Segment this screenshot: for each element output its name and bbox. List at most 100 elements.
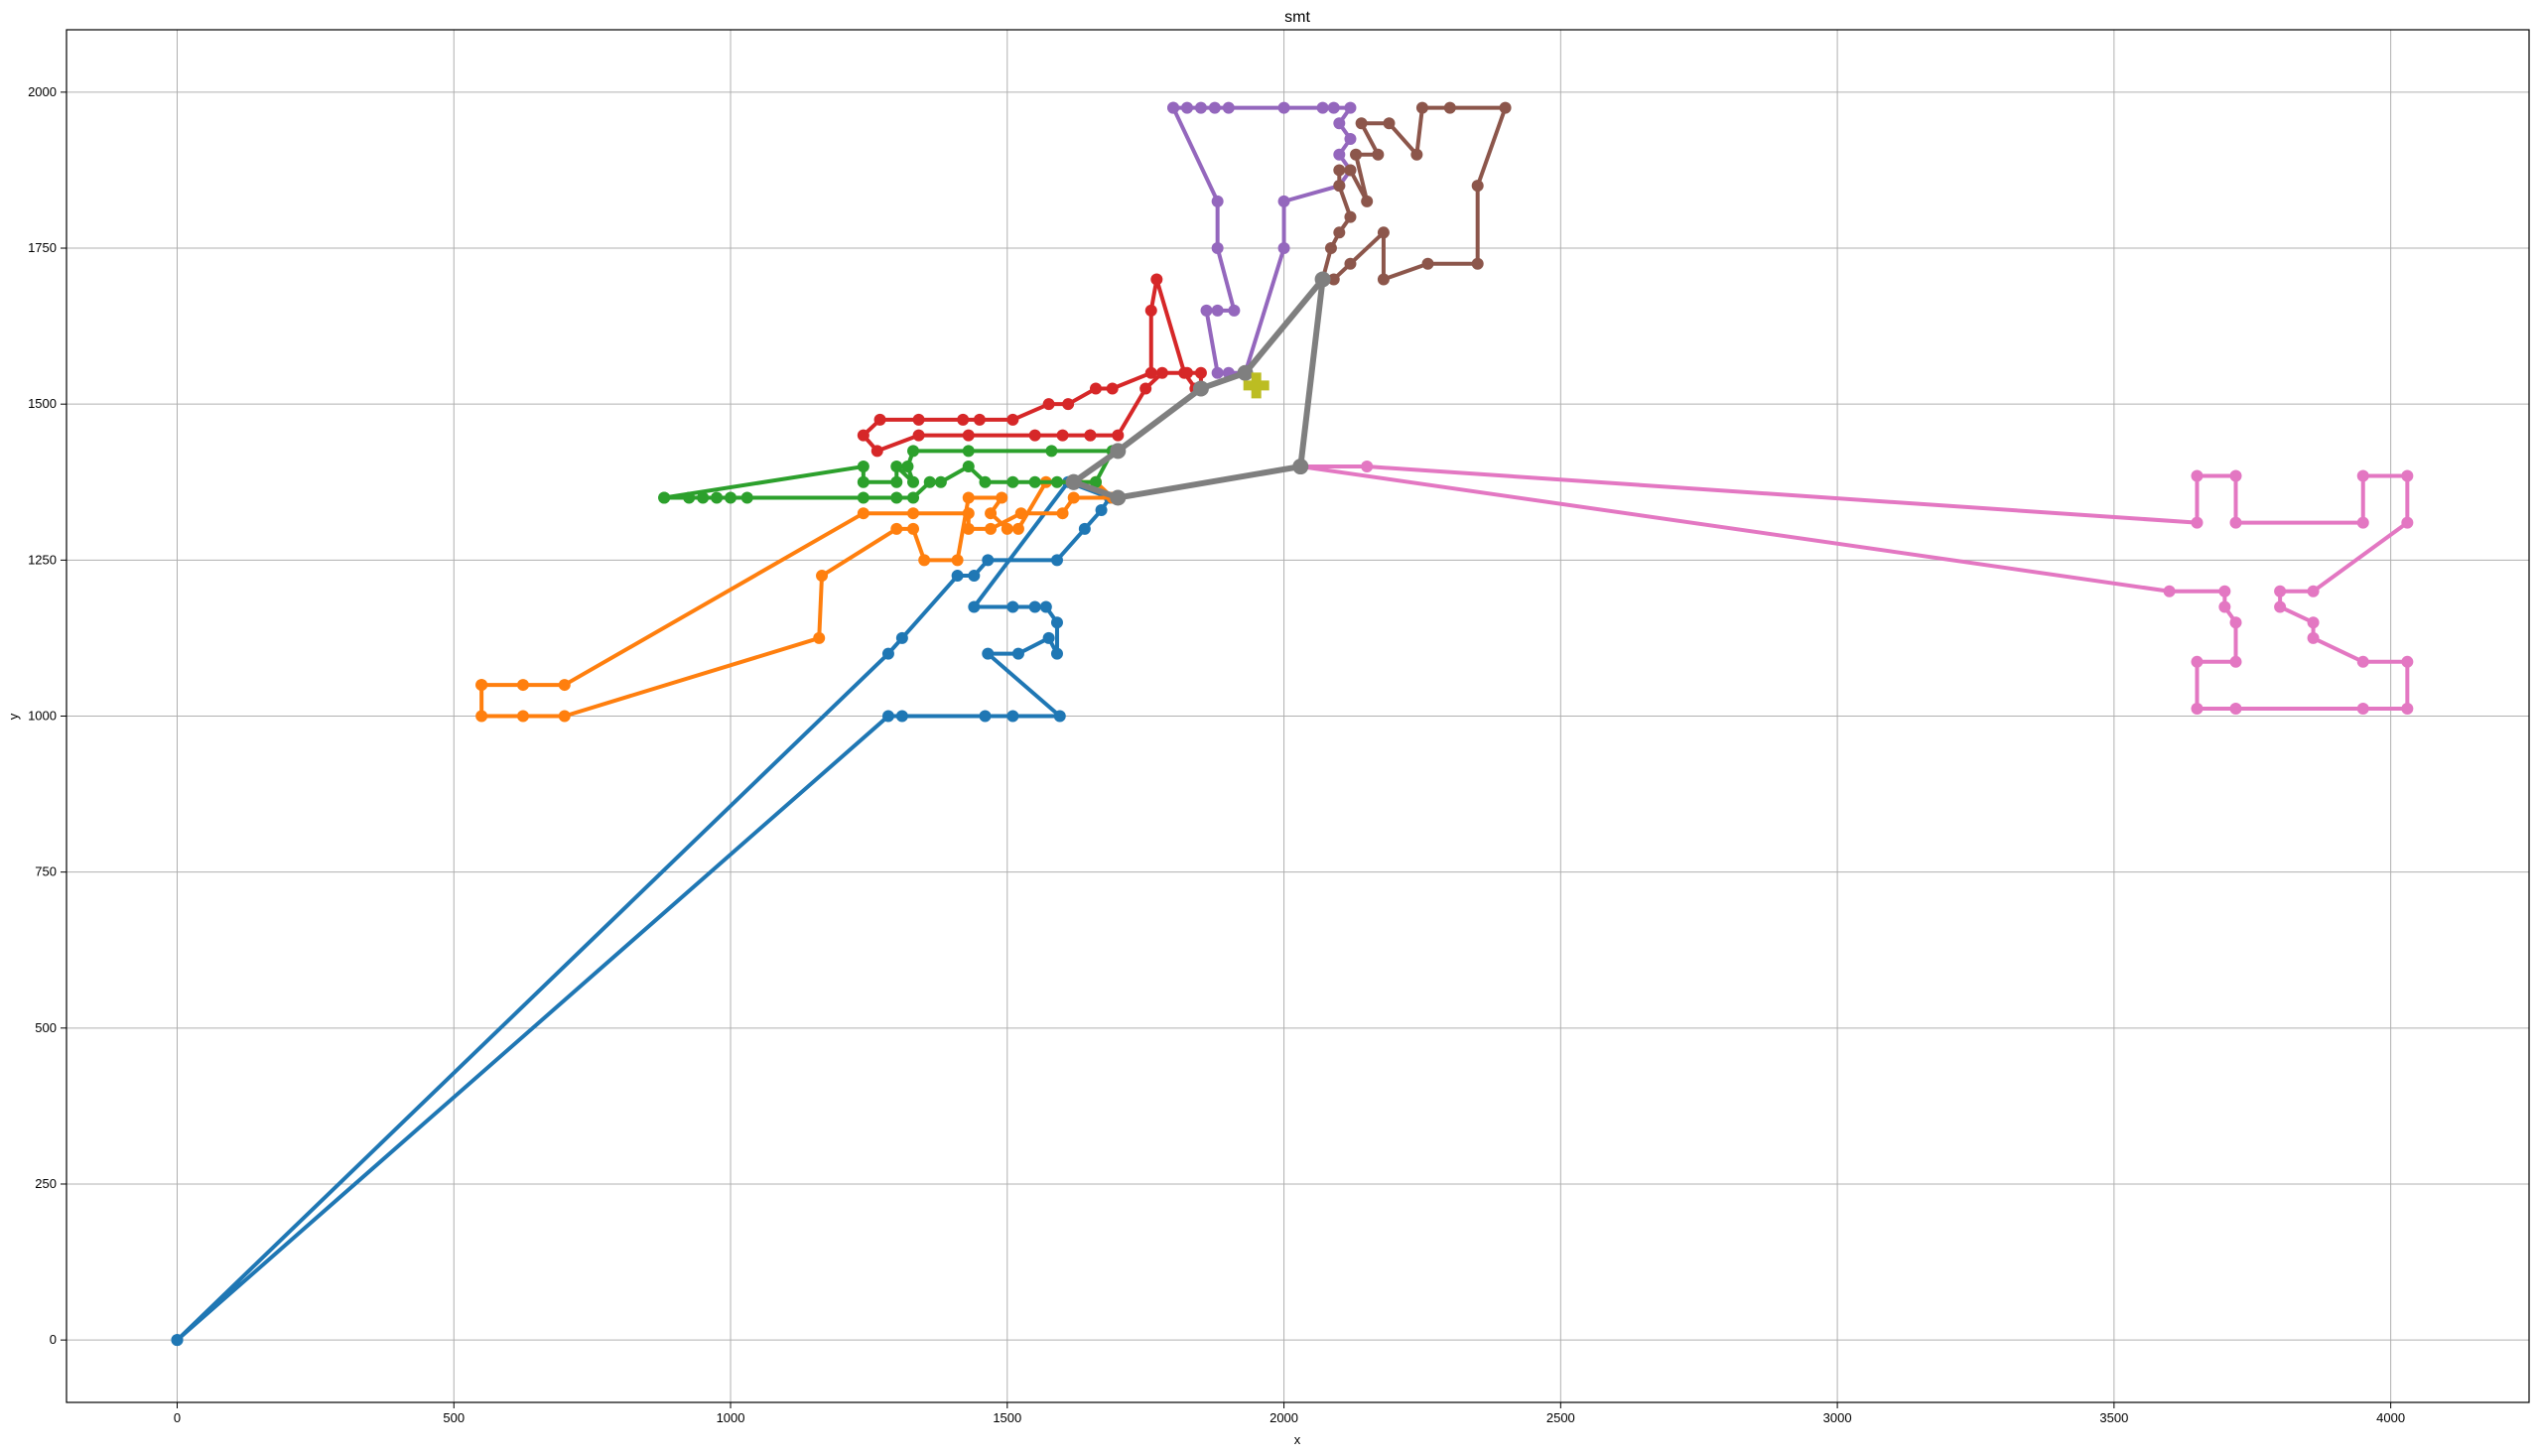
series-route-3 xyxy=(857,273,1207,458)
data-point xyxy=(1344,257,1357,270)
data-point xyxy=(1006,600,1019,613)
data-point xyxy=(1167,101,1180,114)
data-point xyxy=(895,631,908,644)
data-point xyxy=(1065,473,1082,490)
data-point xyxy=(1045,445,1058,458)
data-point xyxy=(2191,655,2204,668)
data-point xyxy=(1155,366,1168,379)
data-point xyxy=(2401,655,2414,668)
data-point xyxy=(1377,226,1390,239)
y-tick-label: 2000 xyxy=(28,84,57,99)
data-point xyxy=(1006,413,1019,426)
data-point xyxy=(1211,304,1224,317)
data-point xyxy=(1471,180,1484,193)
data-point xyxy=(1078,522,1091,535)
data-point xyxy=(1208,101,1221,114)
y-tick-label: 0 xyxy=(50,1332,57,1347)
data-point xyxy=(907,475,920,488)
data-point xyxy=(962,522,975,535)
series-line xyxy=(1071,276,1326,501)
data-point xyxy=(1011,647,1024,660)
data-point xyxy=(1180,366,1193,379)
series-line xyxy=(479,479,1115,719)
data-point xyxy=(1277,195,1290,207)
data-point xyxy=(2218,585,2231,597)
data-point xyxy=(2356,702,2369,715)
data-point xyxy=(1377,273,1390,286)
data-point xyxy=(1443,101,1456,114)
data-point xyxy=(1194,101,1207,114)
y-tick-label: 1000 xyxy=(28,709,57,724)
data-point xyxy=(711,491,724,504)
data-point xyxy=(2274,585,2287,597)
data-point xyxy=(1056,429,1069,442)
data-point xyxy=(907,522,920,535)
data-point xyxy=(1144,304,1157,317)
data-point xyxy=(740,491,753,504)
data-point xyxy=(996,491,1008,504)
data-point xyxy=(1415,101,1428,114)
data-point xyxy=(1316,101,1329,114)
data-point xyxy=(2307,631,2320,644)
data-point xyxy=(979,475,992,488)
data-point xyxy=(697,491,710,504)
data-point xyxy=(2401,516,2414,529)
data-point xyxy=(2356,655,2369,668)
data-point xyxy=(1194,366,1207,379)
series-layer xyxy=(171,101,2414,1347)
data-point xyxy=(1084,429,1097,442)
data-point xyxy=(1006,475,1019,488)
data-point xyxy=(857,507,869,520)
series-route-2 xyxy=(658,445,1119,504)
data-point xyxy=(1344,164,1357,177)
data-point xyxy=(1200,304,1213,317)
data-point xyxy=(1039,600,1052,613)
x-tick-label: 2500 xyxy=(1546,1410,1575,1425)
data-point xyxy=(1028,600,1041,613)
data-point xyxy=(2356,469,2369,482)
data-point xyxy=(683,491,696,504)
data-point xyxy=(1056,507,1069,520)
data-point xyxy=(1150,273,1163,286)
data-point xyxy=(2356,516,2369,529)
depot-marker xyxy=(1243,372,1270,399)
data-point xyxy=(1211,366,1224,379)
data-point xyxy=(1139,382,1152,395)
data-point xyxy=(1361,461,1374,473)
data-point xyxy=(558,710,571,723)
data-point xyxy=(1062,398,1075,411)
data-point xyxy=(1499,101,1512,114)
data-point xyxy=(516,679,529,692)
data-point xyxy=(558,679,571,692)
y-tick-label: 750 xyxy=(35,864,57,879)
data-point xyxy=(1410,148,1423,161)
data-point xyxy=(962,445,975,458)
data-point xyxy=(816,570,829,583)
data-point xyxy=(1333,117,1346,130)
data-point xyxy=(2191,469,2204,482)
data-point xyxy=(1372,148,1385,161)
series-line xyxy=(1300,464,2410,711)
data-point xyxy=(1192,380,1209,397)
data-point xyxy=(890,522,903,535)
data-point xyxy=(923,475,936,488)
x-tick-label: 3000 xyxy=(1823,1410,1852,1425)
data-point xyxy=(2307,585,2320,597)
data-point xyxy=(1211,242,1224,255)
data-point xyxy=(951,570,964,583)
data-point xyxy=(907,491,920,504)
data-point xyxy=(982,647,995,660)
data-point xyxy=(1050,616,1063,629)
data-point xyxy=(1067,491,1080,504)
y-axis-label: y xyxy=(6,713,21,720)
data-point xyxy=(1324,242,1337,255)
data-point xyxy=(1344,210,1357,223)
data-point xyxy=(857,461,869,473)
data-point xyxy=(725,491,737,504)
series-route-6 xyxy=(1294,461,2414,715)
data-point xyxy=(901,461,914,473)
x-tick-label: 500 xyxy=(443,1410,465,1425)
data-point xyxy=(1090,475,1103,488)
data-point xyxy=(895,710,908,723)
data-point xyxy=(870,445,883,458)
